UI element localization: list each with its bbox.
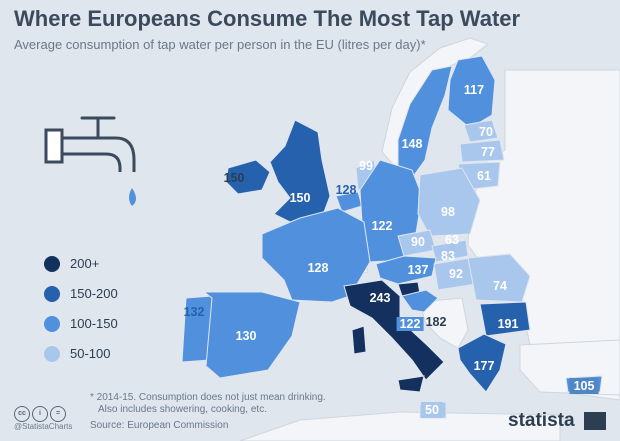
value-label-germany: 122 [371,219,393,233]
value-label-czech: 90 [411,235,425,249]
slovakia [431,239,469,263]
ireland [225,159,271,195]
value-label-lithuania: 61 [477,169,491,183]
sicily [397,375,425,393]
value-label-greece: 177 [473,359,495,373]
legend-swatch [44,346,60,362]
value-label-slovakia: 83 [441,249,455,263]
value-label-france: 128 [307,261,329,275]
sweden [397,65,453,179]
value-label-portugal: 132 [183,305,205,319]
value-label-italy: 243 [369,291,391,305]
uk [269,119,331,223]
legend-swatch [44,316,60,332]
social-handle[interactable]: @StatistaCharts [14,422,73,431]
value-label-uk: 150 [289,191,311,205]
romania [467,253,531,303]
value-label-malta: 50 [421,402,443,418]
poland [417,167,481,237]
by-icon: i [32,406,48,422]
value-label-finland: 117 [463,83,485,97]
legend-swatch [44,256,60,272]
latvia [459,139,505,163]
value-label-belgium: 128 [335,183,357,197]
license-icons[interactable]: cc i = [14,402,68,422]
italy [343,279,445,381]
bulgaria [479,301,531,337]
legend-swatch [44,286,60,302]
greece [457,333,507,393]
value-label-sweden: 148 [401,137,423,151]
value-label-poland: 98 [441,205,455,219]
legend-label: 200+ [70,256,100,271]
value-label-latvia: 77 [481,145,495,159]
chart-title: Where Europeans Consume The Most Tap Wat… [14,6,521,31]
spain [202,291,301,379]
value-label-hungary: 92 [449,267,463,281]
brand-logo[interactable]: statista [508,410,575,431]
value-label-ireland: 150 [223,171,245,185]
brand-logo-mark [584,412,606,430]
value-label-cyprus: 105 [569,378,599,394]
legend-label: 50-100 [70,346,111,361]
sardinia [351,325,367,355]
source-text: Source: European Commission [90,420,229,431]
footnote: * 2014-15. Consumption does not just mea… [90,392,326,415]
value-label-luxembourg: 63 [445,233,459,247]
tap-icon [44,116,136,206]
value-label-estonia: 70 [479,125,493,139]
value-label-romania: 74 [493,279,507,293]
nd-icon: = [50,406,66,422]
value-label-croatia: 122 [396,317,424,331]
value-label-netherlands: 99 [359,159,373,173]
austria [375,255,437,285]
croatia [401,289,439,313]
legend-label: 100-150 [70,316,118,331]
africa [239,411,561,441]
value-label-bulgaria: 191 [497,317,519,331]
value-label-austria: 137 [407,263,429,277]
estonia [463,119,499,143]
legend-label: 150-200 [70,286,118,301]
chart-subtitle: Average consumption of tap water per per… [14,37,426,52]
cc-icon: cc [14,406,30,422]
value-label-slovenia: 182 [425,315,447,329]
value-label-spain: 130 [235,329,257,343]
